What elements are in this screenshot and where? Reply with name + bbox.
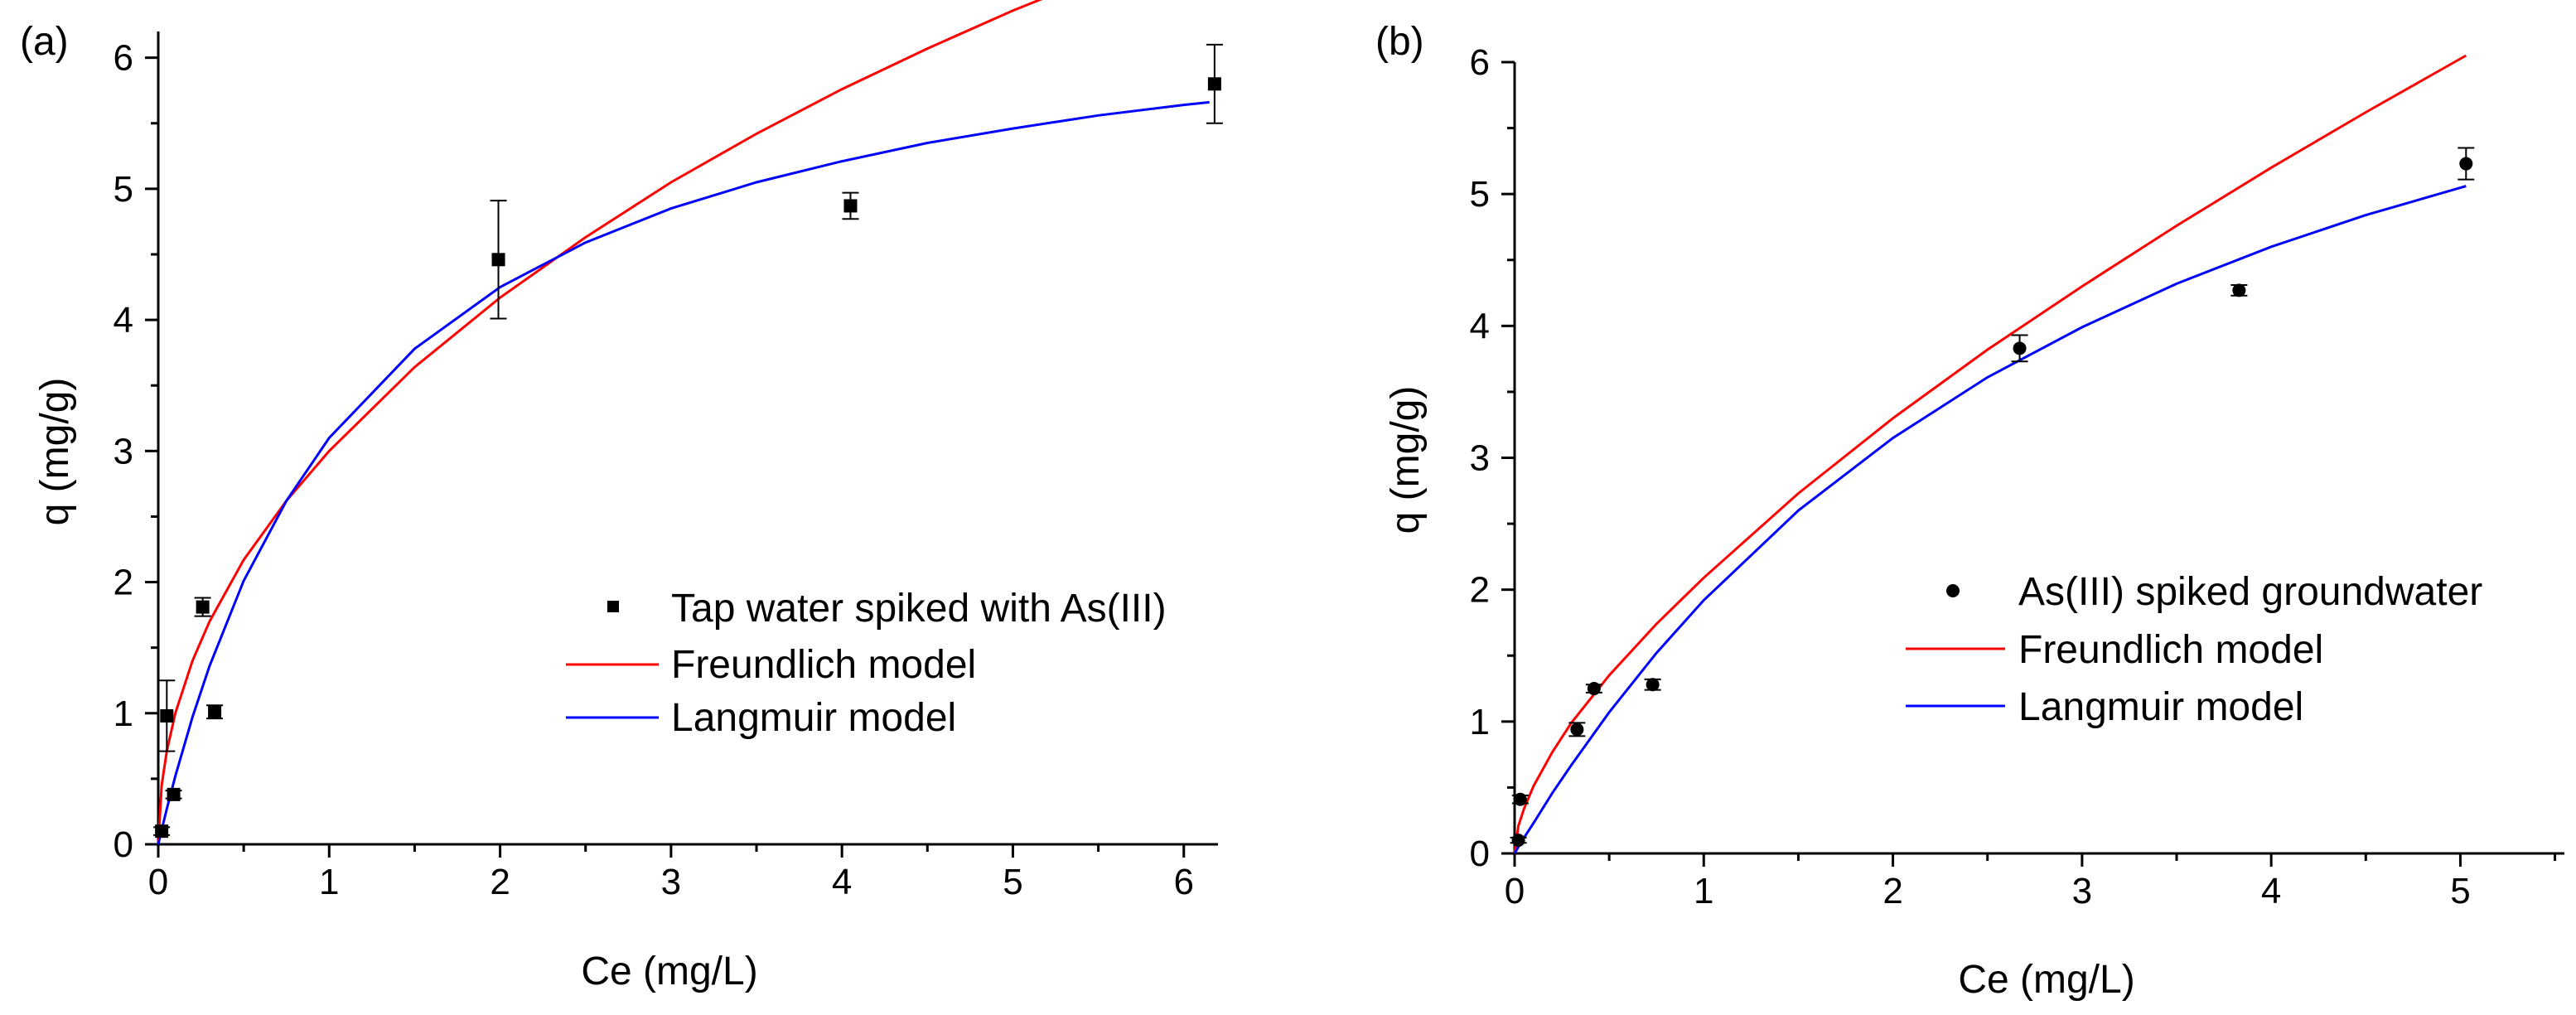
- panel-b-x-axis-title: Ce (mg/L): [1958, 958, 2134, 1002]
- legend-label-freundlich: Freundlich model: [2018, 628, 2323, 672]
- panel-b-y-tick-label: 3: [1470, 438, 1490, 479]
- panel-a-data-point: [491, 253, 505, 267]
- panel-a-y-tick-label: 4: [114, 300, 133, 341]
- panel-a-data-point: [208, 705, 222, 719]
- panel-b-series: [1510, 54, 2475, 854]
- panel-b-y-tick-label: 1: [1470, 702, 1490, 742]
- panel-a-y-tick-label: 0: [114, 824, 133, 865]
- panel-a-x-tick-label: 2: [490, 862, 510, 902]
- panel-b-data-point: [2232, 283, 2246, 297]
- legend-label-freundlich: Freundlich model: [671, 643, 976, 687]
- panel-a-data-point: [843, 199, 858, 213]
- panel-a-x-tick-label: 0: [148, 862, 168, 902]
- panel-b-data-point: [1570, 723, 1584, 737]
- panel-b-x-tick-label: 0: [1505, 871, 1525, 911]
- panel-a-legend: Tap water spiked with As(III) Freundlich…: [566, 587, 1167, 740]
- panel-a-x-tick-label: 6: [1173, 862, 1193, 902]
- panel-a-y-tick-label: 6: [114, 38, 133, 79]
- panel-a-y-tick-label: 2: [114, 563, 133, 603]
- legend-marker-circle: [1946, 584, 1960, 597]
- panel-a-series: [153, 0, 1223, 845]
- panel-b-data-point: [2013, 341, 2027, 355]
- panel-b-x-tick-label: 4: [2261, 871, 2281, 911]
- panel-a-x-tick-label: 5: [1003, 862, 1022, 902]
- panel-b-y-tick-label: 5: [1470, 174, 1490, 215]
- panel-b-legend: As(III) spiked groundwater Freundlich mo…: [1906, 570, 2482, 729]
- panel-b-y-tick-label: 4: [1470, 306, 1490, 346]
- panel-b-x-tick-label: 2: [1882, 871, 1902, 911]
- panel-a-data-point: [1207, 77, 1221, 91]
- panel-a-y-tick-label: 5: [114, 169, 133, 210]
- legend-label-langmuir: Langmuir model: [2018, 685, 2303, 729]
- legend-label-tap-water: Tap water spiked with As(III): [671, 587, 1167, 631]
- panel-b-freundlich-modelcurve: [1513, 54, 2467, 854]
- panel-b-langmuir-modelcurve: [1513, 185, 2467, 854]
- panel-a-langmuir-modelcurve: [157, 100, 1210, 845]
- panel-a: (a) 0 1 2 3 4 5 6 0 1 2 3 4 5 6 Ce (mg/L) q (mg/g) Ta…: [20, 0, 1223, 993]
- panel-a-data-point: [155, 824, 169, 839]
- panel-a-y-tick-label: 3: [114, 431, 133, 471]
- panel-b-y-tick-label: 2: [1470, 570, 1490, 611]
- legend-label-langmuir: Langmuir model: [671, 696, 956, 740]
- panel-a-y-axis-title: q (mg/g): [33, 378, 77, 526]
- panel-b-data-point: [1513, 792, 1527, 806]
- panel-a-data-point: [167, 787, 181, 801]
- panel-a-x-axis-title: Ce (mg/L): [581, 950, 757, 993]
- panel-b-data-point: [1511, 834, 1525, 848]
- legend-label-groundwater: As(III) spiked groundwater: [2018, 570, 2482, 614]
- panel-b-axes: 0 1 2 3 4 5 0 1 2 3 4 5 6: [1470, 42, 2564, 911]
- panel-b-y-axis-title: q (mg/g): [1384, 386, 1428, 534]
- panel-b-y-tick-label: 6: [1470, 42, 1490, 83]
- panel-b-x-tick-label: 5: [2450, 871, 2470, 911]
- panel-b-data-point: [1587, 682, 1601, 696]
- panel-b: (b) 0 1 2 3 4 5 0 1 2 3 4 5 6 Ce (mg/L) q (mg/g) As(…: [1375, 20, 2564, 1002]
- panel-a-axes: 0 1 2 3 4 5 6 0 1 2 3 4 5 6: [114, 31, 1218, 902]
- panel-a-data-point: [160, 708, 174, 723]
- panel-b-x-tick-label: 3: [2072, 871, 2092, 911]
- panel-b-data-point: [1646, 678, 1660, 692]
- panel-b-x-tick-label: 1: [1694, 871, 1713, 911]
- panel-b-data-point: [2459, 157, 2473, 171]
- panel-a-data-point: [196, 600, 210, 614]
- panel-a-x-tick-label: 1: [319, 862, 339, 902]
- panel-b-label: (b): [1375, 20, 1424, 64]
- panel-a-x-tick-label: 3: [661, 862, 681, 902]
- legend-marker-square: [607, 601, 619, 612]
- panel-a-label: (a): [20, 20, 69, 64]
- panel-a-y-tick-label: 1: [114, 694, 133, 734]
- panel-a-x-tick-label: 4: [832, 862, 852, 902]
- panel-a-freundlich-modelcurve: [157, 0, 1043, 845]
- panel-b-y-tick-label: 0: [1470, 834, 1490, 874]
